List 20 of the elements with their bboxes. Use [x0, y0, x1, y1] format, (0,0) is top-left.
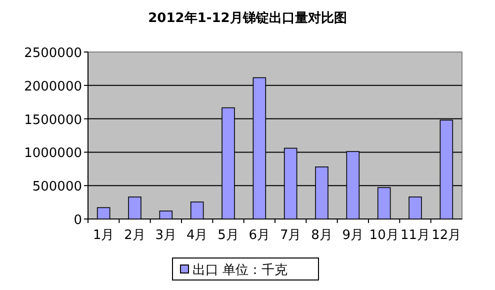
x-tick-label: 8月: [311, 228, 332, 243]
legend-label: 出口 单位：千克: [192, 263, 288, 278]
x-tick-label: 9月: [342, 228, 364, 243]
y-tick-label: 1000000: [24, 146, 82, 162]
x-tick-label: 2月: [124, 228, 146, 243]
x-tick-label: 4月: [186, 228, 208, 243]
y-tick-label: 2500000: [24, 46, 82, 61]
y-tick-label: 0: [74, 213, 82, 228]
y-tick-label: 1500000: [24, 112, 82, 128]
x-tick-label: 10月: [369, 228, 399, 243]
x-tick-label: 7月: [280, 228, 302, 243]
y-tick-label: 2000000: [24, 79, 82, 94]
x-tick-label: 1月: [92, 228, 114, 243]
chart-title: 2012年1-12月锑锭出口量对比图: [148, 10, 347, 26]
x-tick-label: 12月: [432, 228, 462, 243]
x-tick-label: 5月: [218, 228, 239, 243]
y-tick-label: 500000: [32, 180, 82, 195]
x-tick-label: 3月: [155, 228, 177, 243]
x-tick-label: 11月: [400, 228, 430, 243]
x-tick-label: 6月: [248, 228, 270, 243]
